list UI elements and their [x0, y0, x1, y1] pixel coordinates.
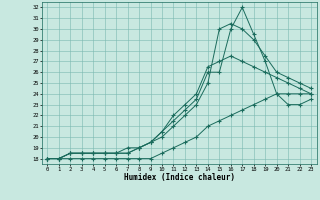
X-axis label: Humidex (Indice chaleur): Humidex (Indice chaleur) — [124, 173, 235, 182]
